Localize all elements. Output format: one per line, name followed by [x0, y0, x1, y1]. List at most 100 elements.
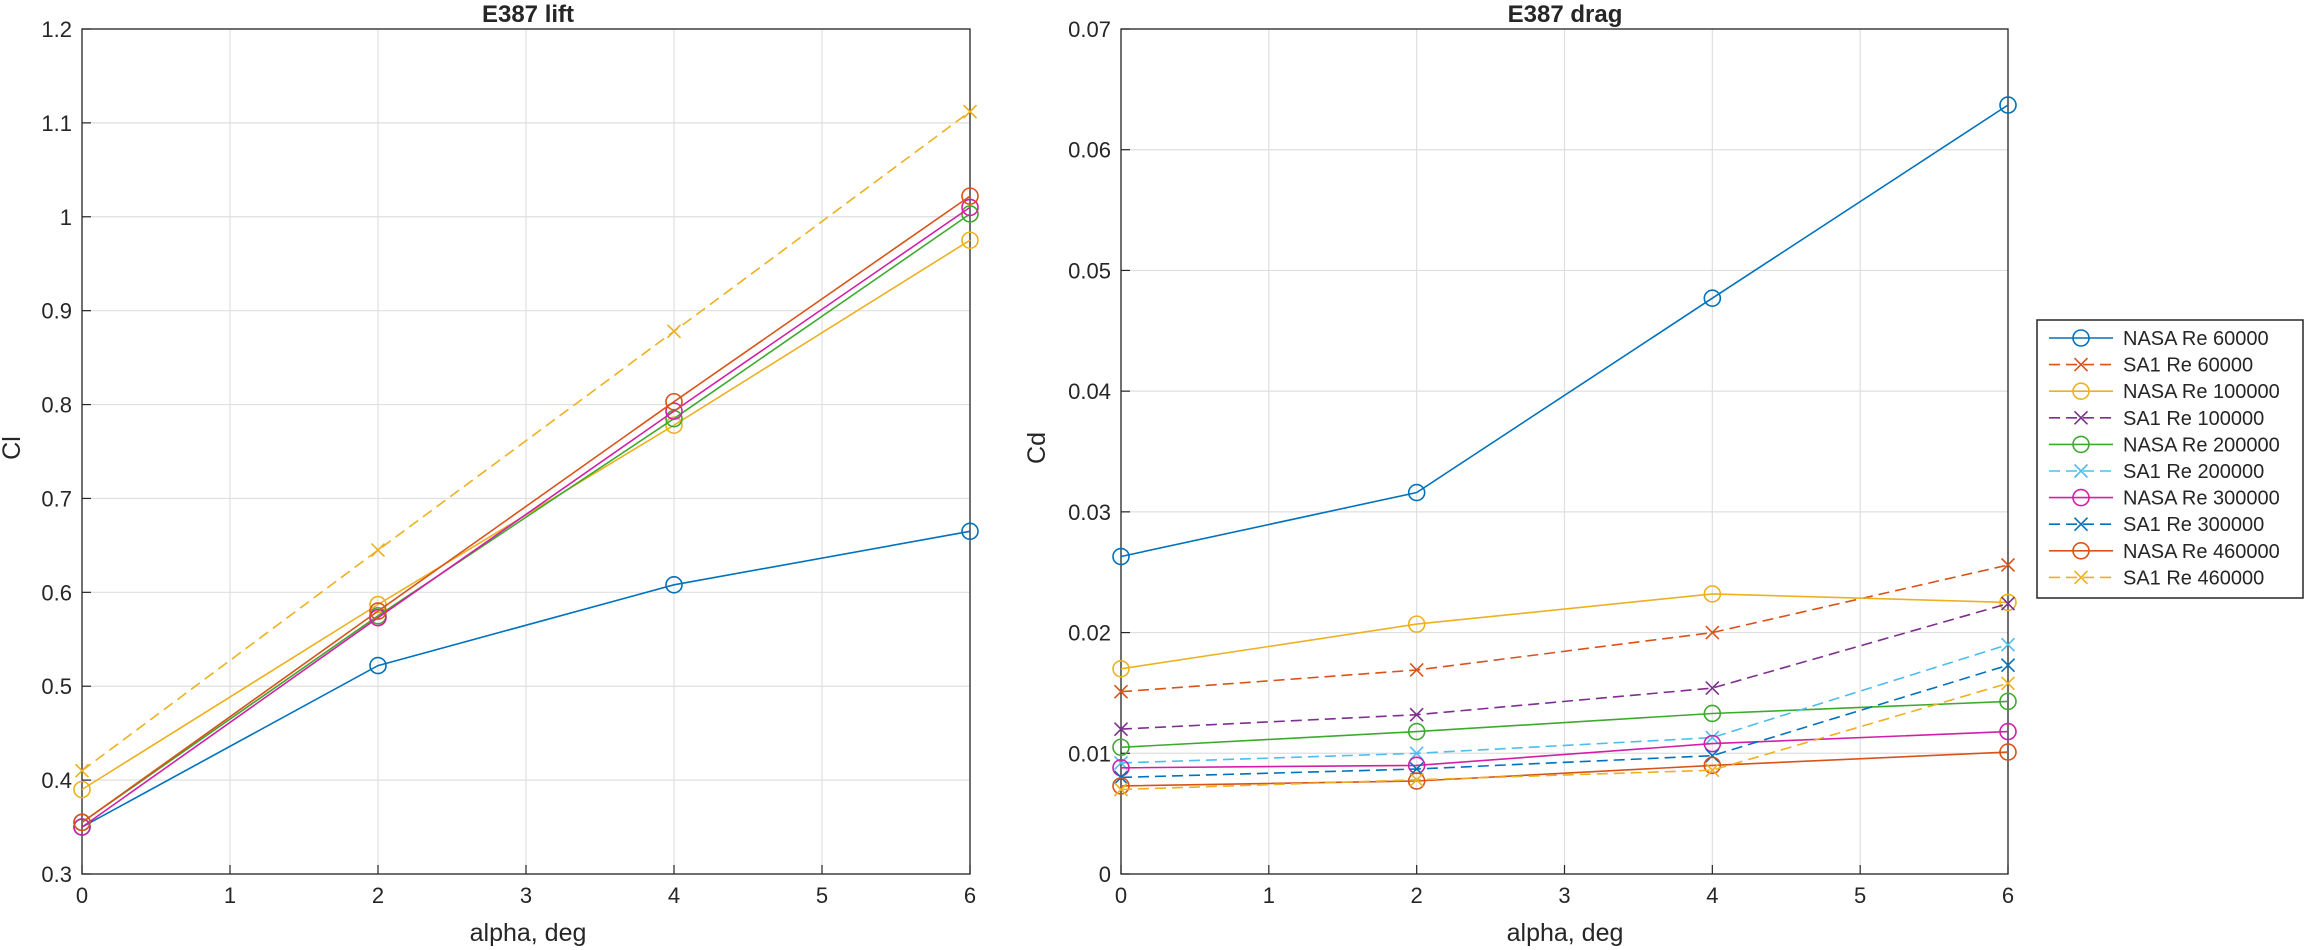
- legend-label: SA1 Re 60000: [2123, 355, 2253, 377]
- drag-data-point: [1409, 662, 1424, 678]
- drag-data-point: [1703, 734, 1722, 753]
- drag-plot: 0 1 2 3 4 5 6 0 0.01 0.02 0.03 0.04 0.05 0.06 0.07 E38…: [1023, 1, 2017, 947]
- lift-data-point: [74, 763, 90, 778]
- drag-x-tick-label: 6: [2002, 883, 2014, 908]
- drag-data-point: [1999, 593, 2017, 612]
- drag-data-point: [1407, 483, 1426, 502]
- drag-ticks: 0 1 2 3 4 5 6 0 0.01 0.02 0.03 0.04 0.05 0.06 0.07: [1068, 17, 2014, 908]
- lift-data-point: [369, 602, 387, 620]
- legend-entry: NASA Re 300000: [2049, 488, 2280, 510]
- drag-x-tick-label: 0: [1115, 883, 1127, 908]
- lift-y-tick-label: 0.6: [41, 580, 72, 605]
- drag-series-4: [1112, 692, 2017, 757]
- lift-data-point: [961, 198, 979, 217]
- drag-data-point: [2000, 637, 2016, 652]
- legend-marker-sample: [2072, 382, 2090, 401]
- drag-series-3: [1113, 596, 2016, 737]
- legend-marker-sample: [2072, 541, 2090, 560]
- legend-box: [2036, 319, 2304, 599]
- legend-entry: SA1 Re 100000: [2049, 408, 2264, 430]
- drag-data-point: [1409, 746, 1424, 761]
- drag-grid: [1120, 28, 2009, 875]
- drag-xlabel: alpha, deg: [1507, 919, 1624, 947]
- lift-y-tick-label: 0.9: [41, 299, 72, 324]
- drag-data-point: [1705, 681, 1720, 696]
- drag-data-point: [1705, 730, 1720, 745]
- drag-y-tick-label: 0.02: [1068, 621, 1111, 646]
- lift-data-point: [962, 104, 978, 119]
- drag-y-tick-label: 0: [1099, 862, 1111, 887]
- lift-series-line: [81, 110, 971, 772]
- drag-y-tick-label: 0.04: [1068, 379, 1111, 404]
- lift-x-tick-label: 2: [372, 883, 384, 908]
- lift-data-point: [666, 324, 682, 339]
- lift-x-tick-label: 1: [224, 883, 236, 908]
- lift-y-tick-label: 0.8: [41, 393, 72, 418]
- lift-y-tick-label: 0.3: [41, 862, 72, 887]
- legend-marker-sample: [2073, 410, 2089, 425]
- lift-data-point: [665, 392, 683, 411]
- drag-data-point: [1112, 547, 1130, 566]
- drag-data-point: [1113, 782, 1129, 797]
- drag-series-line: [1120, 664, 2009, 779]
- lift-data-point: [370, 543, 386, 558]
- lift-series-line: [81, 530, 971, 828]
- drag-series-line: [1120, 564, 2009, 693]
- legend-entry: NASA Re 100000: [2049, 381, 2280, 403]
- drag-data-point: [1999, 722, 2017, 741]
- drag-data-point: [1703, 756, 1722, 775]
- lift-data-point: [369, 656, 387, 675]
- legend-marker-sample: [2072, 488, 2090, 507]
- drag-data-point: [1703, 704, 1722, 723]
- drag-data-point: [2000, 557, 2016, 573]
- lift-x-tick-label: 3: [520, 883, 532, 908]
- legend-label: NASA Re 60000: [2123, 328, 2269, 350]
- lift-x-tick-label: 6: [964, 883, 976, 908]
- lift-y-tick-label: 0.5: [41, 674, 72, 699]
- drag-series-line: [1120, 730, 2009, 769]
- legend-entry: NASA Re 460000: [2049, 541, 2280, 563]
- lift-ylabel: Cl: [0, 436, 26, 460]
- legend-entries: NASA Re 60000 SA1 Re 60000 NASA Re 100000 S…: [2049, 328, 2280, 589]
- drag-x-tick-label: 2: [1411, 883, 1423, 908]
- lift-series-8: [73, 187, 979, 832]
- legend-label: SA1 Re 200000: [2123, 461, 2264, 483]
- lift-title: E387 lift: [482, 1, 574, 28]
- drag-series-0: [1112, 96, 2017, 566]
- drag-y-tick-label: 0.01: [1068, 741, 1111, 766]
- drag-y-tick-label: 0.05: [1068, 258, 1111, 283]
- drag-y-tick-label: 0.06: [1068, 138, 1111, 163]
- drag-data-point: [1407, 722, 1426, 741]
- lift-x-tick-label: 5: [816, 883, 828, 908]
- lift-data-point: [961, 205, 979, 223]
- drag-data-point: [2000, 658, 2016, 673]
- legend-entry: NASA Re 60000: [2049, 328, 2269, 350]
- drag-x-tick-label: 4: [1706, 883, 1718, 908]
- legend-marker-sample: [2072, 329, 2090, 347]
- legend-marker-sample: [2073, 570, 2089, 585]
- drag-data-point: [2000, 676, 2016, 691]
- lift-y-tick-label: 1: [60, 205, 72, 230]
- legend-marker-sample: [2072, 435, 2090, 454]
- lift-series-line: [81, 195, 971, 824]
- drag-series-line: [1120, 643, 2009, 764]
- drag-data-point: [1999, 692, 2017, 711]
- legend-entry: NASA Re 200000: [2049, 434, 2280, 456]
- lift-data-point: [73, 813, 91, 832]
- lift-series-line: [81, 213, 971, 824]
- drag-y-tick-label: 0.07: [1068, 17, 1111, 42]
- lift-axes-frame: [81, 28, 971, 875]
- drag-title: E387 drag: [1508, 1, 1623, 28]
- drag-series-7: [1113, 658, 2016, 785]
- drag-data-point: [1703, 585, 1722, 603]
- drag-data-point: [1705, 763, 1720, 778]
- drag-axes-frame: [1120, 28, 2009, 875]
- drag-y-tick-label: 0.03: [1068, 500, 1111, 525]
- legend-label: SA1 Re 460000: [2123, 567, 2264, 589]
- legend: NASA Re 60000 SA1 Re 60000 NASA Re 100000 S…: [2036, 319, 2304, 599]
- drag-data-point: [1409, 761, 1424, 777]
- lift-y-tick-label: 1.1: [41, 111, 72, 136]
- drag-data-point: [1999, 96, 2017, 114]
- lift-data-point: [665, 402, 683, 420]
